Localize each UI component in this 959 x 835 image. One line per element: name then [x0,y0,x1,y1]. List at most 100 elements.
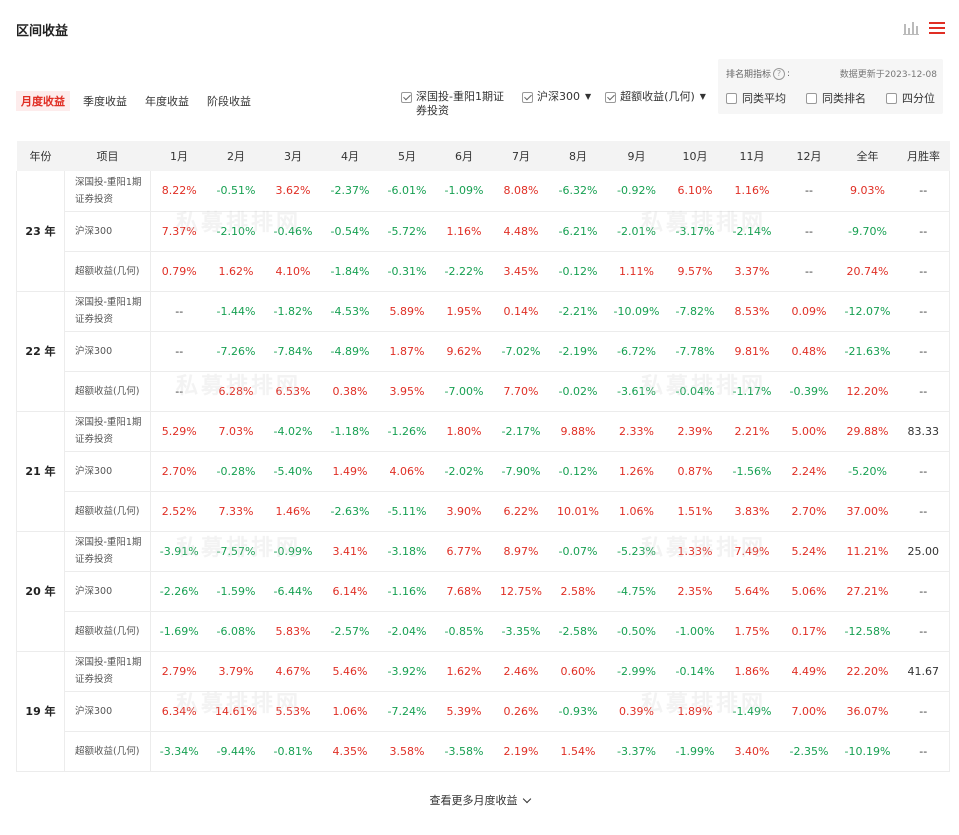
value-cell: -1.84% [321,251,379,292]
tab-stage[interactable]: 阶段收益 [207,95,251,108]
value-cell: 7.03% [207,411,265,452]
peer-rank-checkbox[interactable] [806,92,817,104]
value-cell: 5.24% [780,531,838,572]
chevron-down-icon [522,794,531,804]
value-cell: 7.00% [780,691,838,732]
excess-checkbox[interactable] [605,92,617,103]
value-cell: 5.46% [321,651,379,692]
value-cell: -1.18% [321,411,379,452]
value-cell: 3.45% [492,251,550,292]
value-cell: 1.11% [606,251,667,292]
caret-down-icon[interactable]: ▼ [699,92,706,101]
option-peer-average[interactable]: 同类平均 [726,90,786,106]
value-cell: -- [780,211,838,252]
value-cell: 5.53% [264,691,322,732]
hs300-checkbox[interactable] [522,92,533,103]
value-cell: -0.02% [549,371,607,412]
value-cell: 4.48% [492,211,550,252]
value-cell: -2.02% [435,451,493,492]
value-cell: 11.21% [837,531,898,572]
value-cell: -0.54% [321,211,379,252]
year-cell: 22 年 [16,291,65,412]
list-view-icon[interactable] [929,21,945,35]
column-header: 7月 [492,141,550,171]
value-cell: 7.70% [492,371,550,412]
value-cell: 4.10% [264,251,322,292]
value-cell: -0.04% [666,371,724,412]
table-row: 23 年深国投-重阳1期证券投资 8.22% -0.51% 3.62% -2.37% -6… [16,171,950,292]
item-cell: 沪深300 [64,451,151,492]
value-cell: -3.91% [150,531,208,572]
value-cell: -1.56% [723,451,781,492]
value-cell: -0.50% [606,611,667,652]
value-cell: -1.26% [378,411,436,452]
value-cell: -1.82% [264,291,322,332]
value-cell: 8.97% [492,531,550,572]
value-cell: -0.93% [549,691,607,732]
value-cell: -4.75% [606,571,667,612]
value-cell: -6.01% [378,171,436,212]
legend-hs300-label: 沪深300 [537,90,580,103]
value-cell: 0.26% [492,691,550,732]
tab-yearly[interactable]: 年度收益 [145,95,189,108]
value-cell: -0.31% [378,251,436,292]
value-cell: 1.80% [435,411,493,452]
tab-monthly[interactable]: 月度收益 [16,91,70,111]
option-quartile[interactable]: 四分位 [886,90,935,106]
value-cell: 2.58% [549,571,607,612]
value-cell: -- [780,251,838,292]
fund-checkbox[interactable] [401,92,412,103]
item-cell: 深国投-重阳1期证券投资 [64,291,151,332]
show-more-link[interactable]: 查看更多月度收益 [0,792,959,808]
value-cell: -2.14% [723,211,781,252]
winrate-cell: 25.00 [897,531,950,572]
table-row: 21 年深国投-重阳1期证券投资 5.29% 7.03% -4.02% -1.18% -1… [16,411,950,532]
winrate-cell: 83.33 [897,411,950,452]
legend-excess[interactable]: 超额收益(几何) ▼ [605,90,706,118]
option-peer-rank[interactable]: 同类排名 [806,90,866,106]
bar-chart-icon[interactable] [903,20,919,36]
value-cell: 7.37% [150,211,208,252]
tab-quarterly[interactable]: 季度收益 [83,95,127,108]
legend-fund[interactable]: 深国投-重阳1期证券投资 [401,90,508,118]
value-cell: 0.17% [780,611,838,652]
winrate-cell: -- [897,491,950,532]
value-cell: -2.21% [549,291,607,332]
item-cell: 深国投-重阳1期证券投资 [64,171,151,212]
value-cell: -9.70% [837,211,898,252]
value-cell: 10.01% [549,491,607,532]
quartile-checkbox[interactable] [886,92,897,104]
value-cell: -3.37% [606,731,667,772]
value-cell: -0.51% [207,171,265,212]
value-cell: 1.46% [264,491,322,532]
help-icon[interactable]: ? [773,67,786,80]
value-cell: 1.16% [435,211,493,252]
value-cell: 14.61% [207,691,265,732]
winrate-cell: -- [897,571,950,612]
value-cell: 22.20% [837,651,898,692]
value-cell: 1.06% [321,691,379,732]
column-header: 6月 [435,141,493,171]
value-cell: 6.34% [150,691,208,732]
value-cell: 9.03% [837,171,898,212]
value-cell: -1.00% [666,611,724,652]
value-cell: 0.60% [549,651,607,692]
value-cell: 2.35% [666,571,724,612]
value-cell: 6.28% [207,371,265,412]
legend-hs300[interactable]: 沪深300 ▼ [522,90,591,118]
caret-down-icon[interactable]: ▼ [585,92,592,101]
value-cell: 5.00% [780,411,838,452]
column-header: 月胜率 [897,141,950,171]
column-header: 8月 [549,141,607,171]
value-cell: -7.00% [435,371,493,412]
value-cell: 7.33% [207,491,265,532]
value-cell: -3.35% [492,611,550,652]
value-cell: 6.14% [321,571,379,612]
table-row: 20 年深国投-重阳1期证券投资 -3.91% -7.57% -0.99% 3.41% -… [16,531,950,652]
peer-average-checkbox[interactable] [726,92,737,104]
value-cell: -- [150,371,208,412]
value-cell: -2.99% [606,651,667,692]
winrate-cell: -- [897,731,950,772]
value-cell: -2.04% [378,611,436,652]
winrate-cell: -- [897,251,950,292]
